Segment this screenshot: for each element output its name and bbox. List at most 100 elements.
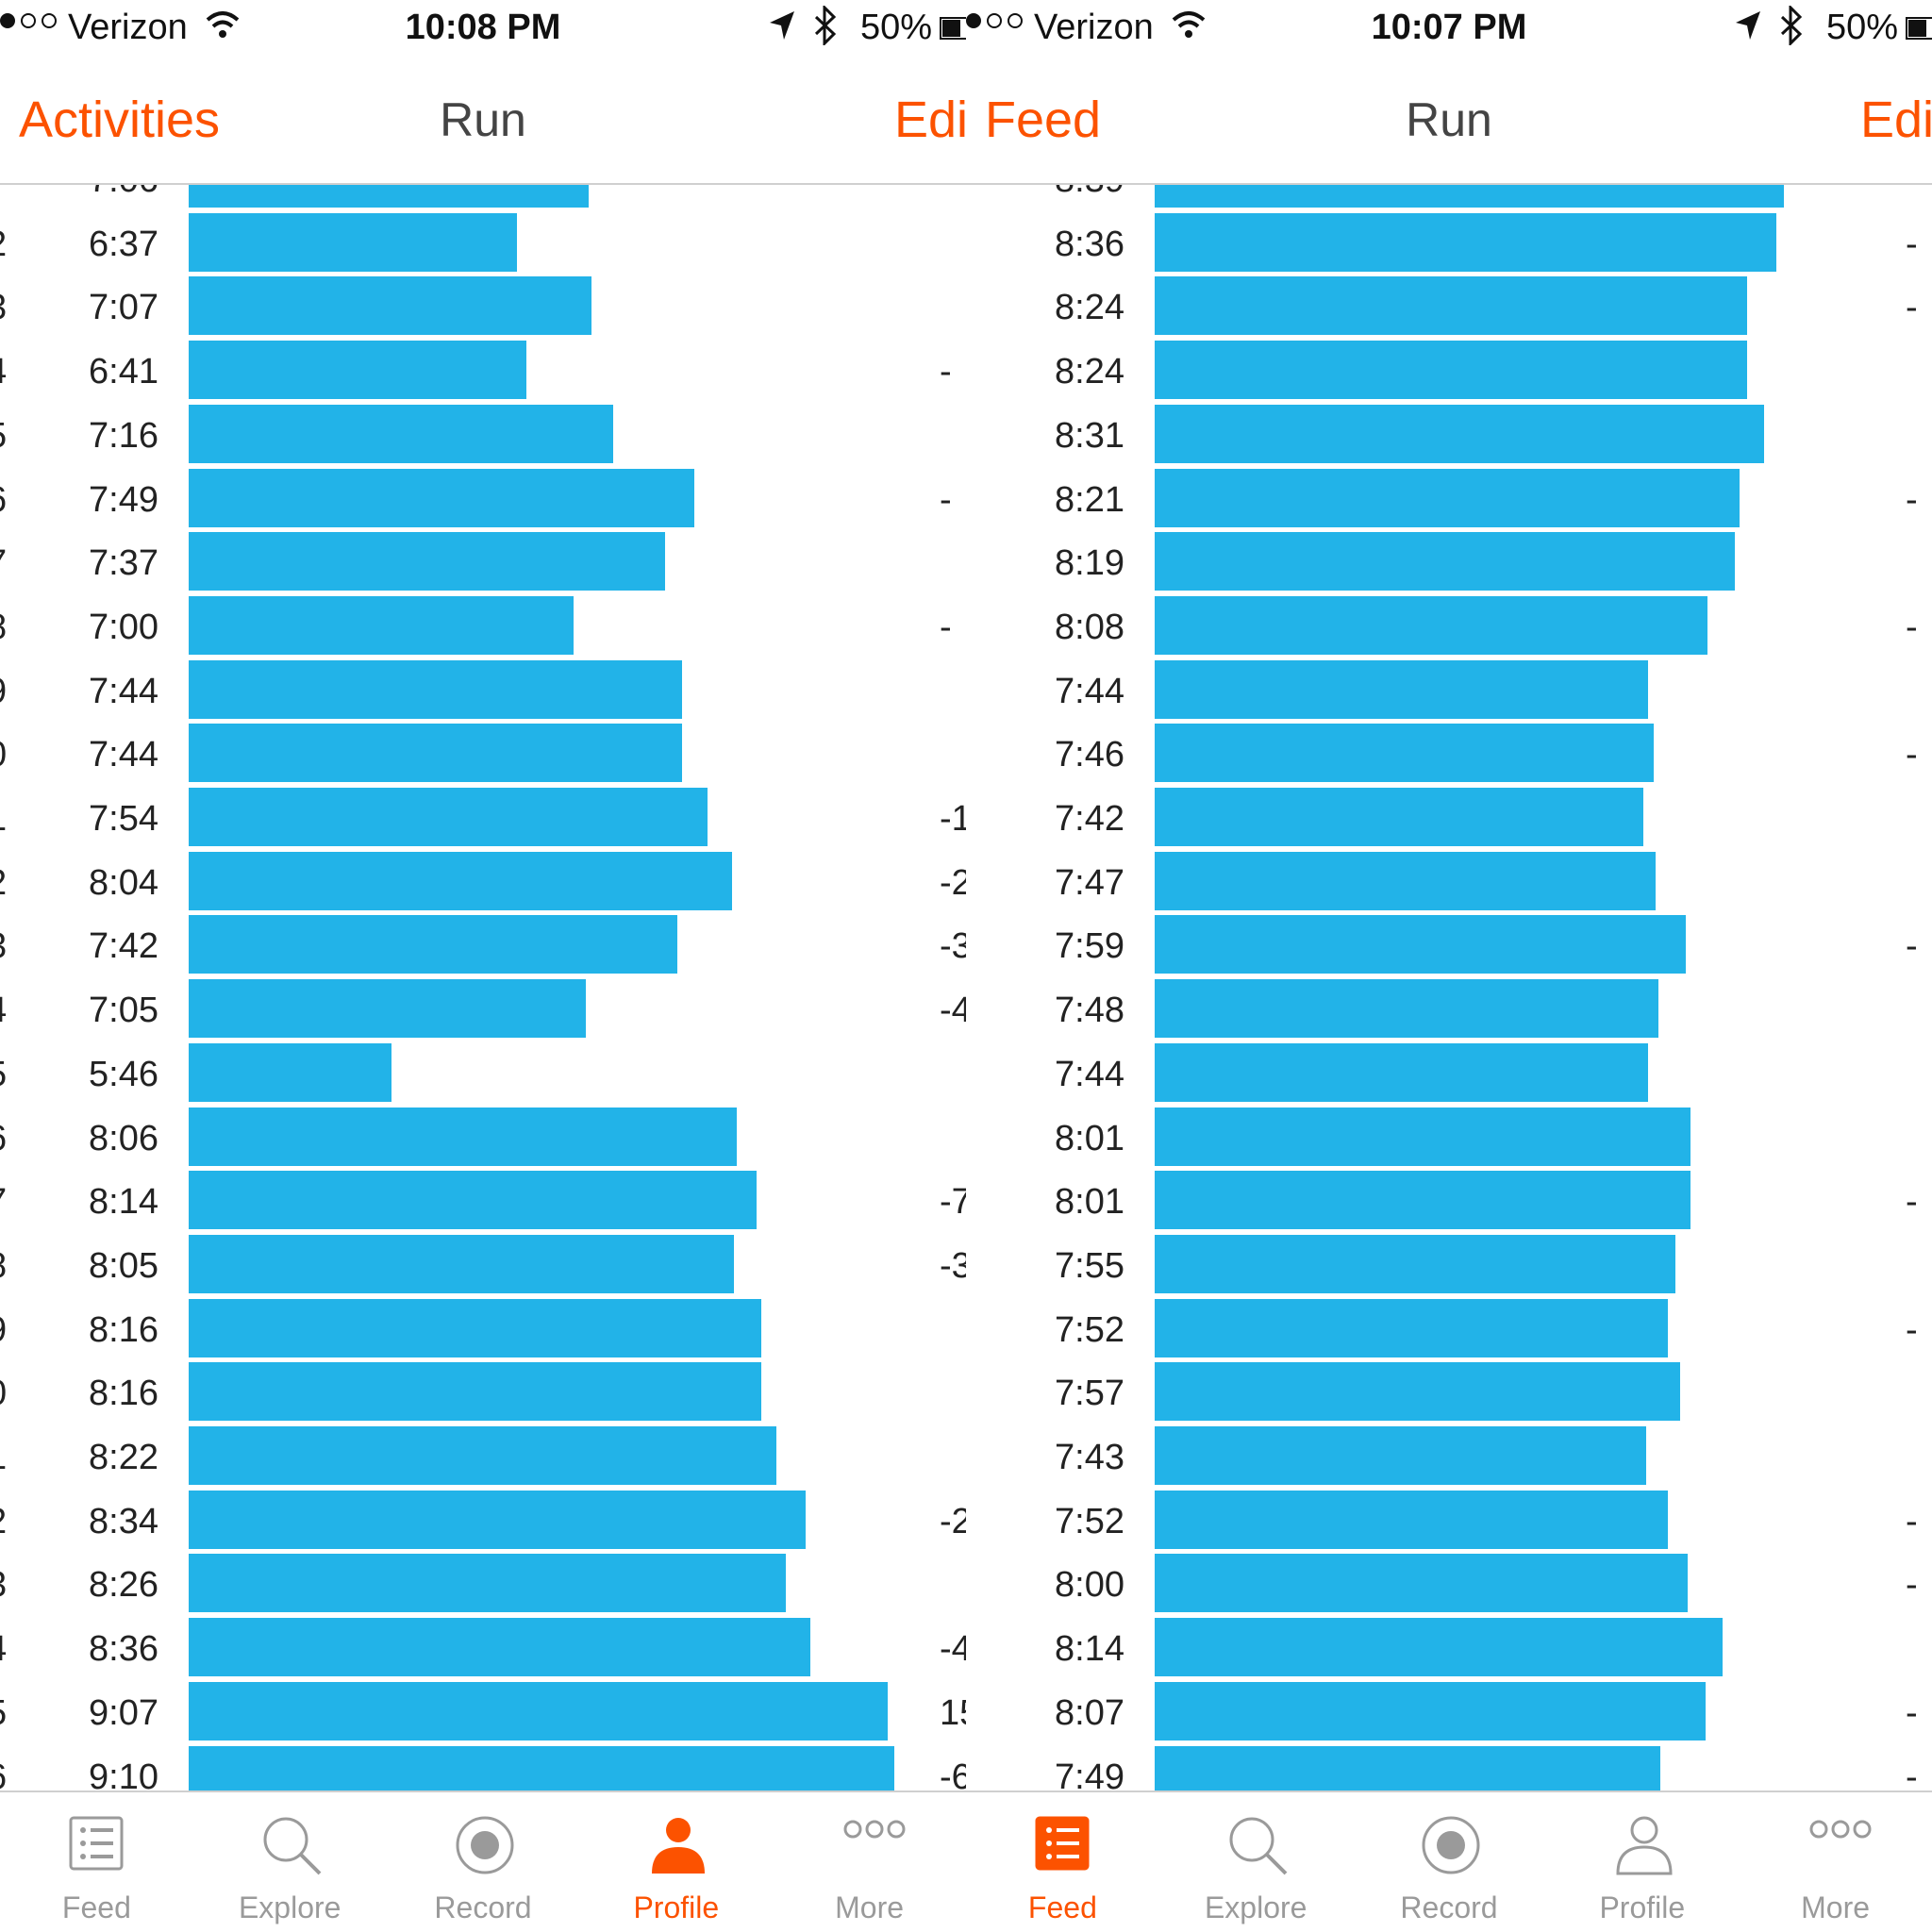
split-pace: 8:05 [89, 1245, 158, 1286]
edit-button[interactable]: Edi [1860, 92, 1932, 148]
tab-label: Record [434, 1890, 532, 1924]
split-number: 8 [0, 1246, 7, 1287]
tab-more[interactable]: More [799, 1792, 941, 1932]
tab-explore[interactable]: Explore [219, 1792, 360, 1932]
split-elevation: - [940, 607, 952, 647]
split-row: 7:47 [966, 850, 1932, 914]
split-elevation: -1 [940, 799, 966, 839]
split-elevation: -4 [940, 991, 966, 1031]
split-row: 7:06 - [0, 185, 966, 211]
pace-bar [189, 851, 732, 910]
split-row: 7:46 - [966, 722, 1932, 786]
pace-bar [1155, 468, 1740, 527]
bluetooth-icon [1779, 4, 1804, 55]
run-splits-screen-activities: Verizon 10:08 PM 50% Activities Run Edi … [0, 4, 966, 1932]
split-pace: 8:24 [1055, 352, 1124, 392]
split-number: 2 [0, 225, 7, 265]
split-row: 7:49 - [966, 1744, 1932, 1790]
split-pace: 8:34 [89, 1501, 158, 1541]
pace-bar [189, 1554, 787, 1613]
pace-bar [189, 1490, 807, 1549]
split-number: 8 [0, 608, 7, 648]
tab-label: More [835, 1890, 905, 1924]
pace-bar [189, 788, 708, 846]
split-pace: 8:36 [89, 1629, 158, 1670]
tab-bar: Feed Explore Record Profile More [966, 1790, 1932, 1932]
split-elevation: - [1906, 1182, 1918, 1223]
split-elevation: - [1906, 1309, 1918, 1350]
tab-explore[interactable]: Explore [1185, 1792, 1326, 1932]
pace-bar [189, 1618, 811, 1677]
pace-bar [1155, 979, 1658, 1039]
split-row: 8:31 [966, 403, 1932, 467]
clock: 10:08 PM [405, 8, 561, 47]
record-icon [455, 1815, 514, 1881]
split-elevation: -6 [940, 1757, 966, 1791]
nav-bar: Feed Run Edi [966, 60, 1932, 185]
tab-label: Profile [633, 1890, 720, 1924]
tab-label: More [1801, 1890, 1871, 1924]
splits-list[interactable]: 8:39 8:36 - 8:24 - 8:24 8:31 8:21 - 8:19 8:08 - 7:44… [966, 185, 1932, 1790]
split-row: 6 7:49 - [0, 467, 966, 531]
tab-feed[interactable]: Feed [25, 1792, 167, 1932]
page-title: Run [440, 93, 526, 146]
nav-bar: Activities Run Edi [0, 60, 966, 185]
battery-icon [940, 17, 966, 40]
split-row: 7:44 [966, 1041, 1932, 1106]
split-pace: 7:49 [89, 479, 158, 520]
run-splits-screen-feed: Verizon 10:07 PM 50% Feed Run Edi 8:39 8:… [966, 0, 1932, 1932]
edit-button[interactable]: Edi [894, 92, 966, 148]
tab-profile[interactable]: Profile [1572, 1792, 1713, 1932]
split-number: 6 [0, 1757, 7, 1791]
split-number: 2 [0, 863, 7, 904]
split-pace: 8:36 [1055, 224, 1124, 264]
split-row: 7:44 [966, 658, 1932, 723]
battery-icon [1906, 17, 1932, 40]
split-pace: 7:47 [1055, 862, 1124, 903]
split-pace: 8:21 [1055, 479, 1124, 520]
status-bar: Verizon 10:07 PM 50% [966, 0, 1932, 60]
pace-bar [1155, 1681, 1706, 1740]
split-row: 3 8:26 [0, 1552, 966, 1616]
pace-bar [189, 1107, 737, 1166]
tab-feed[interactable]: Feed [991, 1792, 1133, 1932]
pace-bar [1155, 1362, 1681, 1422]
split-elevation: - [1906, 735, 1918, 775]
pace-bar [1155, 659, 1649, 719]
split-pace: 7:42 [1055, 799, 1124, 839]
pace-bar [1155, 1234, 1676, 1293]
tab-record[interactable]: Record [1378, 1792, 1520, 1932]
tab-profile[interactable]: Profile [606, 1792, 747, 1932]
pace-bar [189, 979, 587, 1039]
split-row: 8:07 - [966, 1680, 1932, 1744]
search-icon [1227, 1815, 1288, 1881]
split-elevation: -7 [940, 1182, 966, 1223]
tab-more[interactable]: More [1765, 1792, 1907, 1932]
pace-bar [1155, 1171, 1690, 1230]
splits-list[interactable]: 7:06-26:3737:0746:41-57:1667:49-77:3787:… [0, 185, 966, 1790]
split-row: 5 5:46 [0, 1041, 966, 1106]
battery-percent: 50% [860, 8, 933, 47]
pace-bar [189, 404, 614, 463]
split-pace: 7:07 [89, 288, 158, 328]
split-number: 4 [0, 1629, 7, 1670]
split-row: 7:43 [966, 1424, 1932, 1489]
pace-bar [189, 659, 683, 719]
split-pace: 8:16 [89, 1309, 158, 1350]
split-elevation: - [1906, 224, 1918, 264]
split-pace: 7:52 [1055, 1309, 1124, 1350]
split-pace: 9:07 [89, 1692, 158, 1733]
back-button[interactable]: Activities [19, 92, 221, 148]
split-row: 1 7:54 -1 [0, 786, 966, 850]
pace-bar [189, 1362, 762, 1422]
split-pace: 7:44 [89, 671, 158, 711]
split-row: 6 9:10 -6 [0, 1744, 966, 1791]
tab-record[interactable]: Record [412, 1792, 554, 1932]
split-row: 0 7:44 [0, 722, 966, 786]
back-button[interactable]: Feed [985, 92, 1102, 148]
pace-bar [189, 532, 666, 591]
feed-icon [68, 1815, 125, 1881]
split-elevation: - [940, 352, 952, 392]
pace-bar [189, 1171, 757, 1230]
split-row: 1 8:22 [0, 1424, 966, 1489]
